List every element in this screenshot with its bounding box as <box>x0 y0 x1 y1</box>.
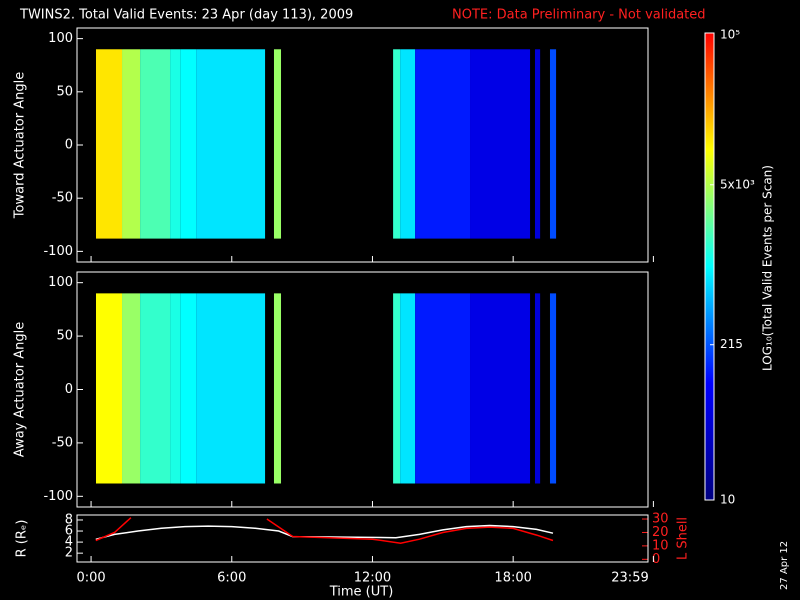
colorbar-tick-label: 5x10³ <box>720 177 755 191</box>
heatmap-cell <box>140 49 171 239</box>
heatmap-cell <box>534 49 541 239</box>
heatmap-cell <box>122 293 141 484</box>
colorbar <box>704 32 715 501</box>
x-tick-label: 23:59 <box>611 571 648 586</box>
heatmap-cell <box>180 49 197 239</box>
y-tick-label: 100 <box>48 31 73 46</box>
chart-title: TWINS2. Total Valid Events: 23 Apr (day … <box>19 8 353 23</box>
y-axis-label: R (Rₑ) <box>15 520 30 558</box>
x-tick-label: 12:00 <box>354 571 391 586</box>
y-axis-label: Away Actuator Angle <box>13 322 28 457</box>
heatmap-cell <box>393 293 401 484</box>
y-tick-label: 50 <box>56 84 73 99</box>
plot-area <box>95 49 557 239</box>
y-tick-label: -50 <box>52 435 73 450</box>
heatmap-cell <box>534 293 541 484</box>
heatmap-cell <box>180 293 197 484</box>
y-axis-label: Toward Actuator Angle <box>13 72 28 219</box>
heatmap-cell <box>549 49 557 239</box>
line-series <box>95 517 554 544</box>
heatmap-cell <box>196 293 266 484</box>
frame <box>76 514 649 563</box>
x-tick-label: 6:00 <box>217 571 246 586</box>
y-tick-label: 6 <box>65 524 73 539</box>
y2-tick-label: 0 <box>652 552 660 567</box>
colorbar-tick-label: 10⁵ <box>720 28 740 42</box>
heatmap-cell <box>415 293 471 484</box>
y-tick-label: -100 <box>43 244 73 259</box>
y-tick-label: 0 <box>65 138 73 153</box>
heatmap-cell <box>273 49 282 239</box>
y2-axis-label: L Shell <box>676 517 691 560</box>
heatmap-cell <box>122 49 141 239</box>
y2-tick-label: 20 <box>652 525 669 540</box>
heatmap-cell <box>170 293 181 484</box>
y-tick-label: 50 <box>56 329 73 344</box>
heatmap-cell <box>400 293 416 484</box>
colorbar-tick-label: 215 <box>720 337 743 351</box>
heatmap-cell <box>273 293 282 484</box>
y-tick-label: 8 <box>65 512 73 527</box>
heatmap-cell <box>470 49 531 239</box>
x-axis-label: Time (UT) <box>329 585 394 600</box>
y-tick-label: -100 <box>43 489 73 504</box>
heatmap-cell <box>95 49 123 239</box>
y-tick-label: 0 <box>65 382 73 397</box>
heatmap-cell <box>140 293 171 484</box>
heatmap-cell <box>393 49 401 239</box>
y-tick-label: 4 <box>65 535 73 550</box>
x-tick-label: 0:00 <box>76 571 105 586</box>
heatmap-cell <box>196 49 266 239</box>
y2-tick-label: 10 <box>652 538 669 553</box>
y-tick-label: 2 <box>65 546 73 561</box>
line-series <box>95 524 554 541</box>
colorbar-tick-label: 10 <box>720 493 735 507</box>
y2-tick-label: 30 <box>652 512 669 527</box>
x-tick-label: 18:00 <box>494 571 531 586</box>
y-tick-label: -50 <box>52 191 73 206</box>
heatmap-cell <box>95 293 123 484</box>
heatmap-cell <box>400 49 416 239</box>
date-stamp: 27 Apr 12 <box>779 541 790 590</box>
colorbar-label: LOG₁₀(Total Valid Events per Scan) <box>761 165 775 371</box>
plot-area <box>95 293 557 484</box>
y-tick-label: 100 <box>48 275 73 290</box>
note: NOTE: Data Preliminary - Not validated <box>452 8 706 23</box>
heatmap-cell <box>470 293 531 484</box>
heatmap-cell <box>415 49 471 239</box>
plot-area <box>95 517 554 544</box>
heatmap-cell <box>170 49 181 239</box>
heatmap-cell <box>549 293 557 484</box>
